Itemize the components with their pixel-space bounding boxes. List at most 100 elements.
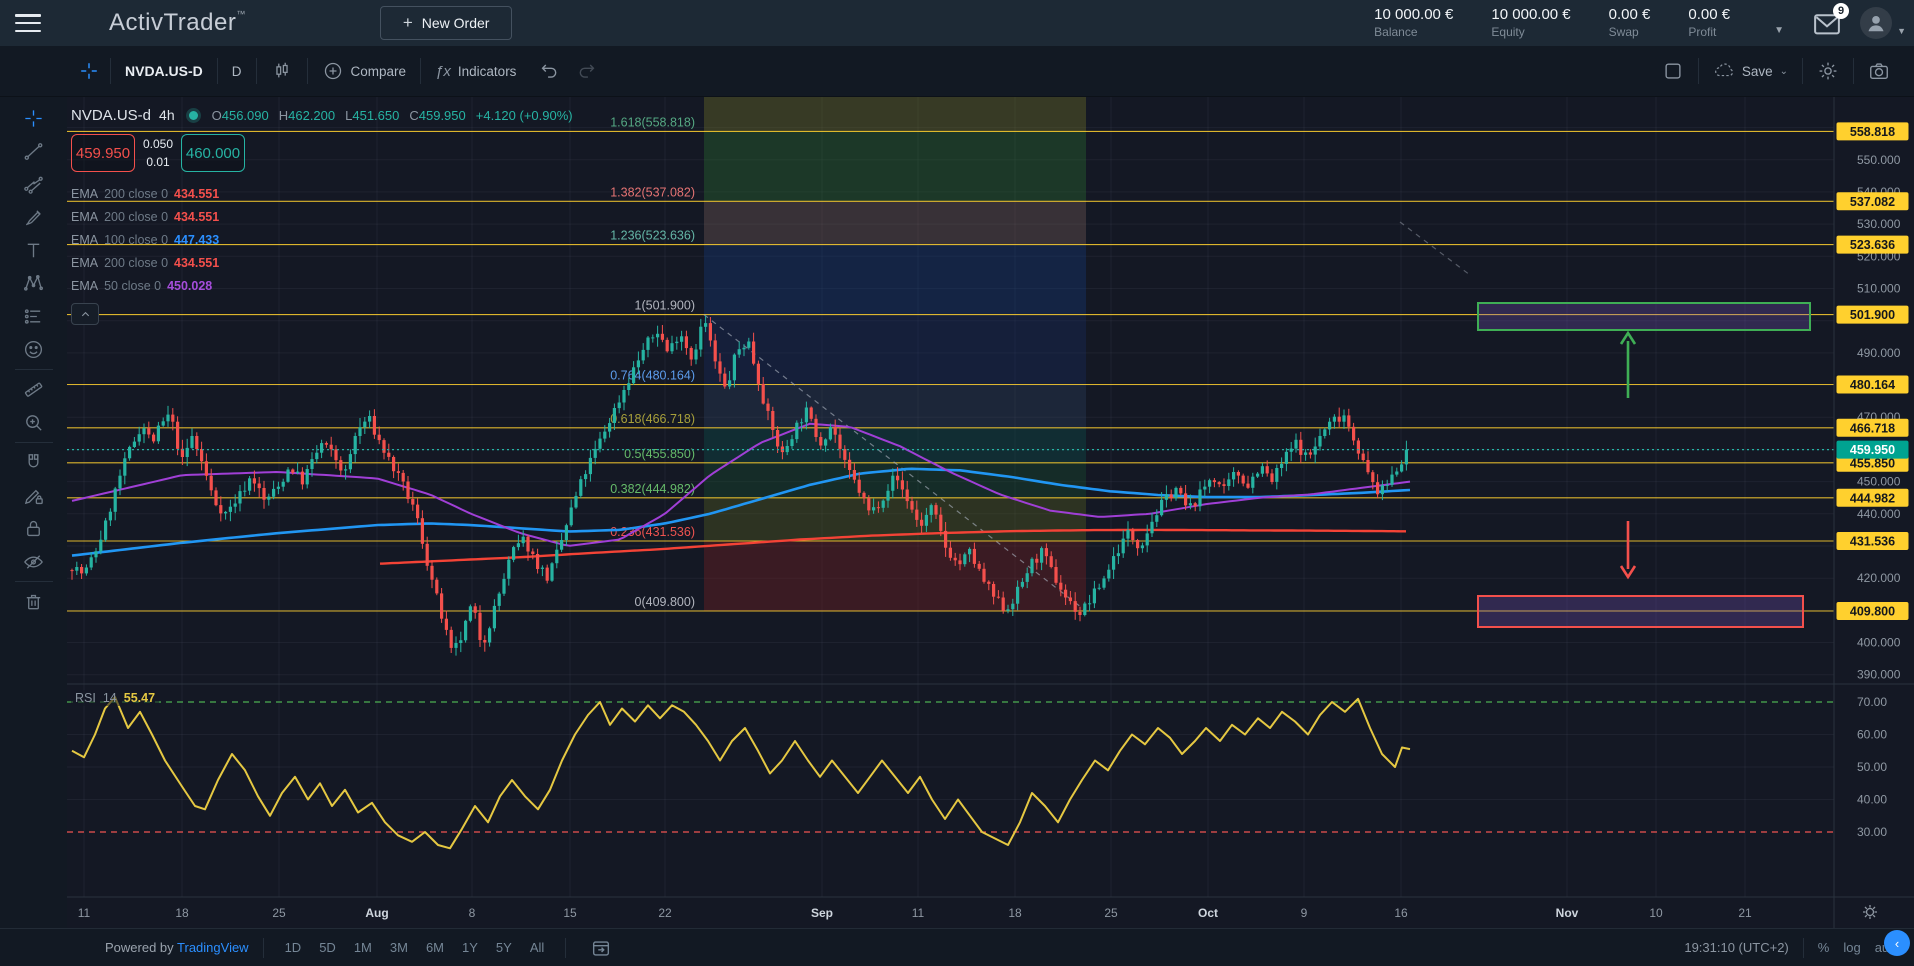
legend-symbol[interactable]: NVDA.US-d	[71, 106, 152, 124]
ema-200-line	[379, 528, 1406, 565]
text-tool[interactable]	[15, 234, 53, 267]
ruler-tool-icon	[24, 382, 43, 397]
rail-separator	[14, 581, 53, 582]
timeframe-5y[interactable]: 5Y	[495, 940, 512, 955]
legend-interval: 4h	[159, 107, 175, 123]
time-axis[interactable]: 11 18 25 Aug 8 15 22 Sep 11 18 25 Oct 9 16 Nov 10 21	[78, 905, 1877, 920]
symbol-button[interactable]: NVDA.US-D	[125, 63, 203, 79]
chart-area[interactable]: 1.618(558.818) 1.382(537.082) 1.236(523.63…	[67, 96, 1914, 928]
svg-text:440.000: 440.000	[1857, 507, 1901, 521]
redo-button[interactable]	[568, 56, 606, 86]
fib-bands-layer	[704, 96, 1086, 611]
svg-text:537.082: 537.082	[1850, 195, 1895, 209]
layout-select-button[interactable]	[1648, 56, 1698, 86]
timeframe-switcher: 1D 5D 1M 3M 6M 1Y 5Y All	[278, 937, 552, 958]
timeframe-5d[interactable]: 5D	[319, 940, 336, 955]
magnet-tool[interactable]	[15, 446, 53, 479]
legend-ohlc: O456.090 H462.200 L451.650 C459.950 +4.1…	[211, 107, 573, 123]
annotations-layer	[1477, 302, 1811, 628]
crosshair-tool[interactable]	[15, 102, 53, 135]
sell-button[interactable]: 459.950	[71, 134, 135, 172]
svg-text:Aug: Aug	[365, 906, 388, 920]
drawing-lock-tool-icon	[24, 489, 43, 505]
compare-plus-icon	[324, 62, 341, 80]
ruler-tool[interactable]	[15, 373, 53, 406]
legend-change: +4.120 (+0.90%)	[475, 107, 573, 123]
last-price-badge	[1836, 440, 1909, 459]
candlesticks-layer	[70, 315, 1408, 656]
percent-scale-button[interactable]: %	[1817, 940, 1830, 955]
svg-text:501.900: 501.900	[1850, 308, 1895, 322]
spread-display: 0.050 0.01	[142, 137, 174, 169]
lock-tool[interactable]	[15, 512, 53, 545]
indicator-row[interactable]: EMA 200 close 0 434.551	[71, 186, 220, 201]
timeframe-1y[interactable]: 1Y	[462, 940, 478, 955]
target-box-red[interactable]	[1477, 595, 1804, 628]
svg-text:510.000: 510.000	[1857, 282, 1901, 296]
stats-caret-icon[interactable]: ▼	[1774, 24, 1784, 36]
chart-style-button[interactable]	[257, 56, 307, 86]
indicators-button[interactable]: ƒx Indicators	[435, 62, 517, 80]
tradingview-link[interactable]: TradingView	[177, 940, 249, 955]
emoji-tool[interactable]	[15, 333, 53, 366]
indicator-row[interactable]: EMA 100 close 0 447.433	[71, 232, 220, 247]
compare-button[interactable]: Compare	[308, 56, 421, 86]
xabcd-pattern-tool-icon	[24, 274, 43, 291]
svg-text:8: 8	[469, 906, 476, 920]
forecast-tool-icon	[24, 309, 41, 324]
hamburger-menu-icon[interactable]	[15, 14, 41, 32]
snapshot-button[interactable]	[1854, 56, 1904, 86]
target-box-green[interactable]	[1477, 302, 1811, 331]
interval-button[interactable]: D	[231, 63, 242, 79]
account-stat-swap: 0.00 € Swap	[1608, 6, 1651, 39]
messages-button[interactable]: 9	[1812, 3, 1849, 35]
crosshair-mode-button[interactable]	[68, 56, 110, 86]
drawing-lock-tool[interactable]	[15, 479, 53, 512]
xabcd-pattern-tool[interactable]	[15, 267, 53, 300]
svg-text:480.164: 480.164	[1850, 378, 1895, 392]
save-layout-button[interactable]: Save ⌄	[1699, 56, 1802, 86]
log-scale-button[interactable]: log	[1843, 940, 1861, 955]
bottom-bar: Powered by TradingView 1D 5D 1M 3M 6M 1Y 5Y All…	[0, 928, 1914, 966]
market-status-dot	[188, 110, 198, 120]
indicator-row[interactable]: EMA 50 close 0 450.028	[71, 278, 213, 293]
time-axis-settings-icon[interactable]	[1863, 905, 1877, 919]
price-level-badge	[1836, 418, 1909, 437]
legend-collapse-button[interactable]	[71, 303, 99, 325]
undo-button[interactable]	[530, 56, 568, 86]
indicator-row[interactable]: EMA 200 close 0 434.551	[71, 255, 220, 270]
hide-drawings-tool[interactable]	[15, 545, 53, 578]
indicator-row[interactable]: EMA 200 close 0 434.551	[71, 209, 220, 224]
price-level-badge	[1836, 532, 1909, 550]
crosshair-tool-icon	[25, 110, 42, 127]
pitchfork-tool[interactable]	[15, 168, 53, 201]
timeframe-1d[interactable]: 1D	[284, 940, 302, 955]
chart-canvas[interactable]: 1.618(558.818) 1.382(537.082) 1.236(523.63…	[67, 96, 1914, 928]
buy-button[interactable]: 460.000	[181, 134, 245, 172]
account-stat-balance: 10 000.00 € Balance	[1374, 6, 1454, 39]
fx-icon: ƒx	[435, 62, 451, 80]
svg-text:400.000: 400.000	[1857, 636, 1901, 650]
svg-text:30.00: 30.00	[1857, 825, 1887, 839]
svg-text:444.982: 444.982	[1850, 491, 1895, 505]
timeframe-1m[interactable]: 1M	[353, 940, 372, 955]
timeframe-3m[interactable]: 3M	[389, 940, 408, 955]
timeframe-6m[interactable]: 6M	[425, 940, 445, 955]
svg-text:450.000: 450.000	[1857, 475, 1901, 489]
timeframe-all[interactable]: All	[529, 940, 545, 955]
zoom-in-tool[interactable]	[15, 406, 53, 439]
go-to-date-button[interactable]	[590, 937, 612, 959]
trash-tool[interactable]	[15, 585, 53, 618]
side-panel-toggle-button[interactable]: ‹	[1884, 930, 1910, 956]
user-avatar[interactable]	[1860, 7, 1892, 39]
forecast-tool[interactable]	[15, 300, 53, 333]
new-order-button[interactable]: + New Order	[379, 6, 513, 40]
svg-text:558.818: 558.818	[1850, 125, 1895, 139]
account-menu-caret-icon[interactable]: ▼	[1897, 26, 1906, 36]
price-axis[interactable]: 550.000540.000530.000520.000510.000490.0…	[1836, 122, 1909, 839]
rsi-line	[71, 696, 1411, 850]
brush-tool[interactable]	[15, 201, 53, 234]
chart-settings-button[interactable]	[1803, 56, 1853, 86]
price-level-badge	[1836, 488, 1909, 507]
trend-line-tool[interactable]	[15, 135, 53, 168]
